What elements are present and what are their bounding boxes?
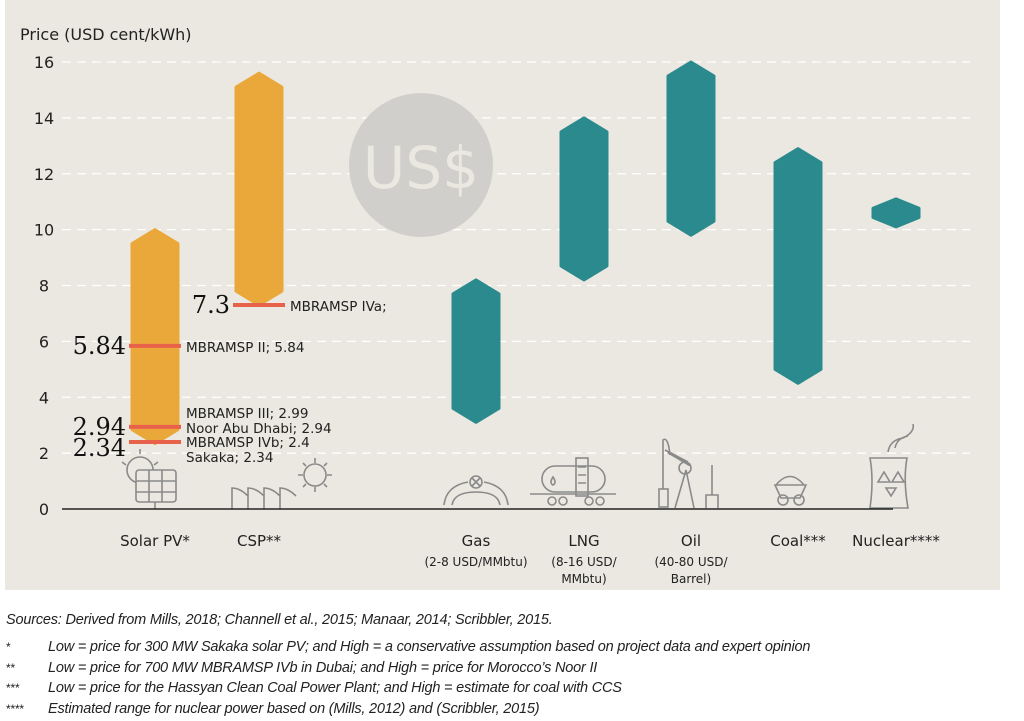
price-marker-value: 2.34 — [73, 434, 126, 462]
price-marker-value: 2.94 — [73, 413, 126, 441]
range-bar-oil — [666, 60, 716, 237]
csp-mirrors-sun-icon — [231, 458, 332, 509]
x-category-label: Coal*** — [770, 532, 826, 550]
footnote-text: Estimated range for nuclear power based … — [48, 700, 540, 717]
oil-pumpjack-icon — [658, 438, 719, 509]
x-category-label: LNG — [568, 532, 599, 550]
price-marker-label: MBRAMSP IVb; 2.4 — [186, 435, 310, 451]
chart-notes: Sources: Derived from Mills, 2018; Chann… — [6, 612, 1016, 719]
solar-panel-icon — [121, 449, 177, 509]
coal-cart-icon — [773, 475, 808, 506]
range-bar-solarpv — [130, 228, 180, 446]
price-marker-label: Sakaka; 2.34 — [186, 450, 273, 466]
footnote: **** Estimated range for nuclear power ba… — [6, 699, 1016, 720]
footnote: *** Low = price for the Hassyan Clean Coa… — [6, 678, 1016, 699]
range-bar-coal — [773, 147, 823, 385]
y-tick-label: 0 — [39, 500, 49, 519]
footnote-text: Low = price for the Hassyan Clean Coal P… — [48, 680, 622, 696]
x-category-sublabel: (8-16 USD/ — [551, 555, 617, 569]
price-marker-label: MBRAMSP III; 2.99 — [186, 406, 308, 422]
y-tick-label: 16 — [34, 53, 54, 72]
x-category-sublabel: Barrel) — [671, 572, 711, 586]
footnote-mark: ** — [6, 660, 15, 675]
price-range-chart: US$ Price (USD cent/kWh) — [20, 25, 970, 586]
usd-watermark-text: US$ — [363, 134, 479, 202]
sources-note: Sources: Derived from Mills, 2018; Chann… — [6, 612, 553, 628]
y-tick-label: 12 — [34, 165, 54, 184]
x-category-sublabel: (2-8 USD/MMbtu) — [424, 555, 527, 569]
y-tick-label: 4 — [39, 388, 49, 407]
nuclear-plant-icon — [869, 423, 915, 509]
range-bar-nuclear — [871, 197, 921, 229]
footnote-mark: *** — [6, 681, 20, 695]
footnote-text: Low = price for 700 MW MBRAMSP IVb in Du… — [48, 659, 598, 676]
x-category-label: CSP** — [237, 532, 282, 550]
footnote-mark: * — [6, 640, 11, 654]
y-axis-label: Price (USD cent/kWh) — [20, 25, 192, 44]
x-category-sublabel: (40-80 USD/ — [654, 555, 728, 569]
footnote: ** Low = price for 700 MW MBRAMSP IVb in … — [6, 658, 1016, 679]
range-bar-csp — [234, 71, 284, 307]
y-tick-label: 2 — [39, 444, 49, 463]
range-bar-gas — [451, 278, 501, 424]
x-category-label: Oil — [681, 532, 701, 550]
price-marker-label: Noor Abu Dhabi; 2.94 — [186, 421, 332, 437]
price-marker-value: 5.84 — [73, 332, 126, 360]
footnote-mark: **** — [6, 701, 24, 716]
footnote: * Low = price for 300 MW Sakaka solar PV;… — [6, 637, 1016, 658]
footnote-text: Low = price for 300 MW Sakaka solar PV; … — [48, 639, 811, 655]
y-tick-label: 14 — [34, 109, 54, 128]
range-bar-lng — [559, 116, 609, 282]
lng-tanker-icon — [530, 457, 616, 506]
x-category-label: Solar PV* — [120, 532, 190, 550]
x-category-sublabel: MMbtu) — [561, 572, 606, 586]
price-marker-label: MBRAMSP IVa; — [290, 299, 387, 315]
y-tick-label: 6 — [39, 332, 49, 351]
usd-watermark: US$ — [349, 93, 493, 237]
price-marker-value: 7.3 — [192, 291, 230, 319]
x-category-label: Nuclear**** — [852, 532, 940, 550]
gas-pipeline-icon — [443, 475, 509, 506]
price-marker-label: MBRAMSP II; 5.84 — [186, 340, 305, 356]
y-tick-label: 8 — [39, 277, 49, 296]
y-tick-label: 10 — [34, 221, 54, 240]
x-category-label: Gas — [462, 532, 491, 550]
